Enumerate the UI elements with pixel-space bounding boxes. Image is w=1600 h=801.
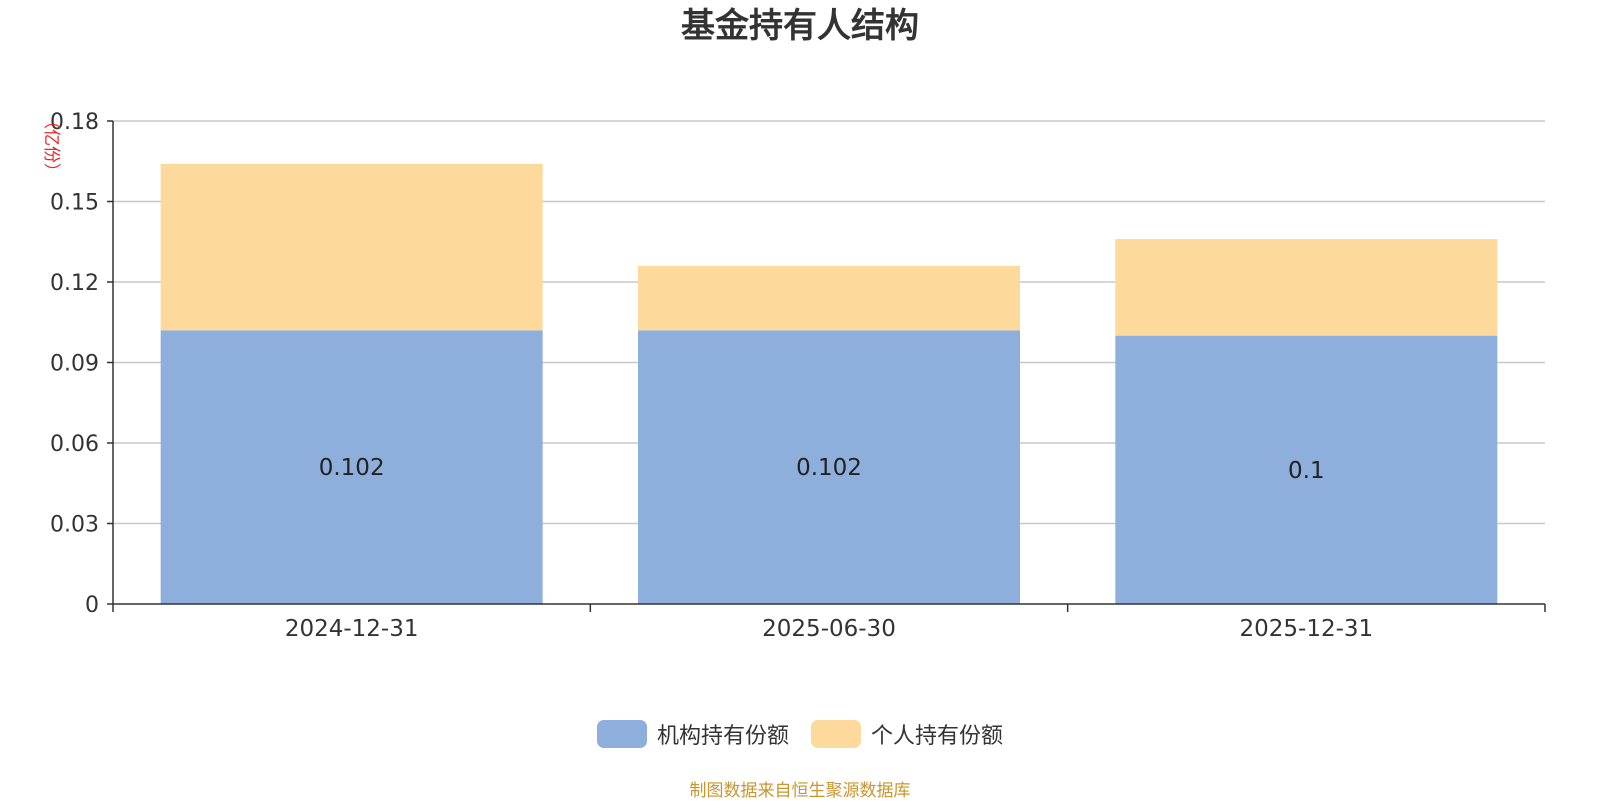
y-tick-label: 0.06 [50, 432, 99, 457]
y-tick-label: 0.12 [50, 271, 99, 296]
chart-title: 基金持有人结构 [681, 6, 919, 46]
data-label: 0.102 [319, 455, 385, 481]
y-tick-label: 0.03 [50, 513, 99, 538]
bar-individual [160, 163, 543, 331]
x-tick-label: 2024-12-31 [285, 616, 419, 642]
legend: 机构持有份额 个人持有份额 [0, 718, 1600, 750]
bar-institutional [1115, 335, 1498, 604]
data-label: 0.1 [1288, 458, 1325, 484]
source-note: 制图数据来自恒生聚源数据库 [689, 781, 911, 801]
bar-institutional [160, 330, 543, 604]
y-tick-label: 0 [85, 593, 99, 618]
bar-institutional [638, 330, 1020, 604]
y-axis-label: （亿份） [41, 112, 61, 180]
bar-individual [1115, 239, 1498, 336]
x-tick-label: 2025-12-31 [1239, 616, 1373, 642]
legend-item-individual[interactable]: 个人持有份额 [811, 718, 1003, 750]
y-tick-label: 0.18 [50, 110, 99, 135]
legend-label-individual: 个人持有份额 [871, 724, 1004, 749]
y-tick-label: 0.15 [50, 191, 99, 216]
x-tick-label: 2025-06-30 [762, 616, 896, 642]
legend-swatch-institutional [596, 720, 647, 748]
y-tick-label: 0.09 [50, 352, 99, 377]
bar-individual [638, 265, 1020, 331]
legend-swatch-individual [811, 720, 861, 748]
data-label: 0.102 [796, 455, 862, 481]
legend-item-institutional[interactable]: 机构持有份额 [596, 718, 789, 750]
legend-label-institutional: 机构持有份额 [656, 724, 789, 749]
